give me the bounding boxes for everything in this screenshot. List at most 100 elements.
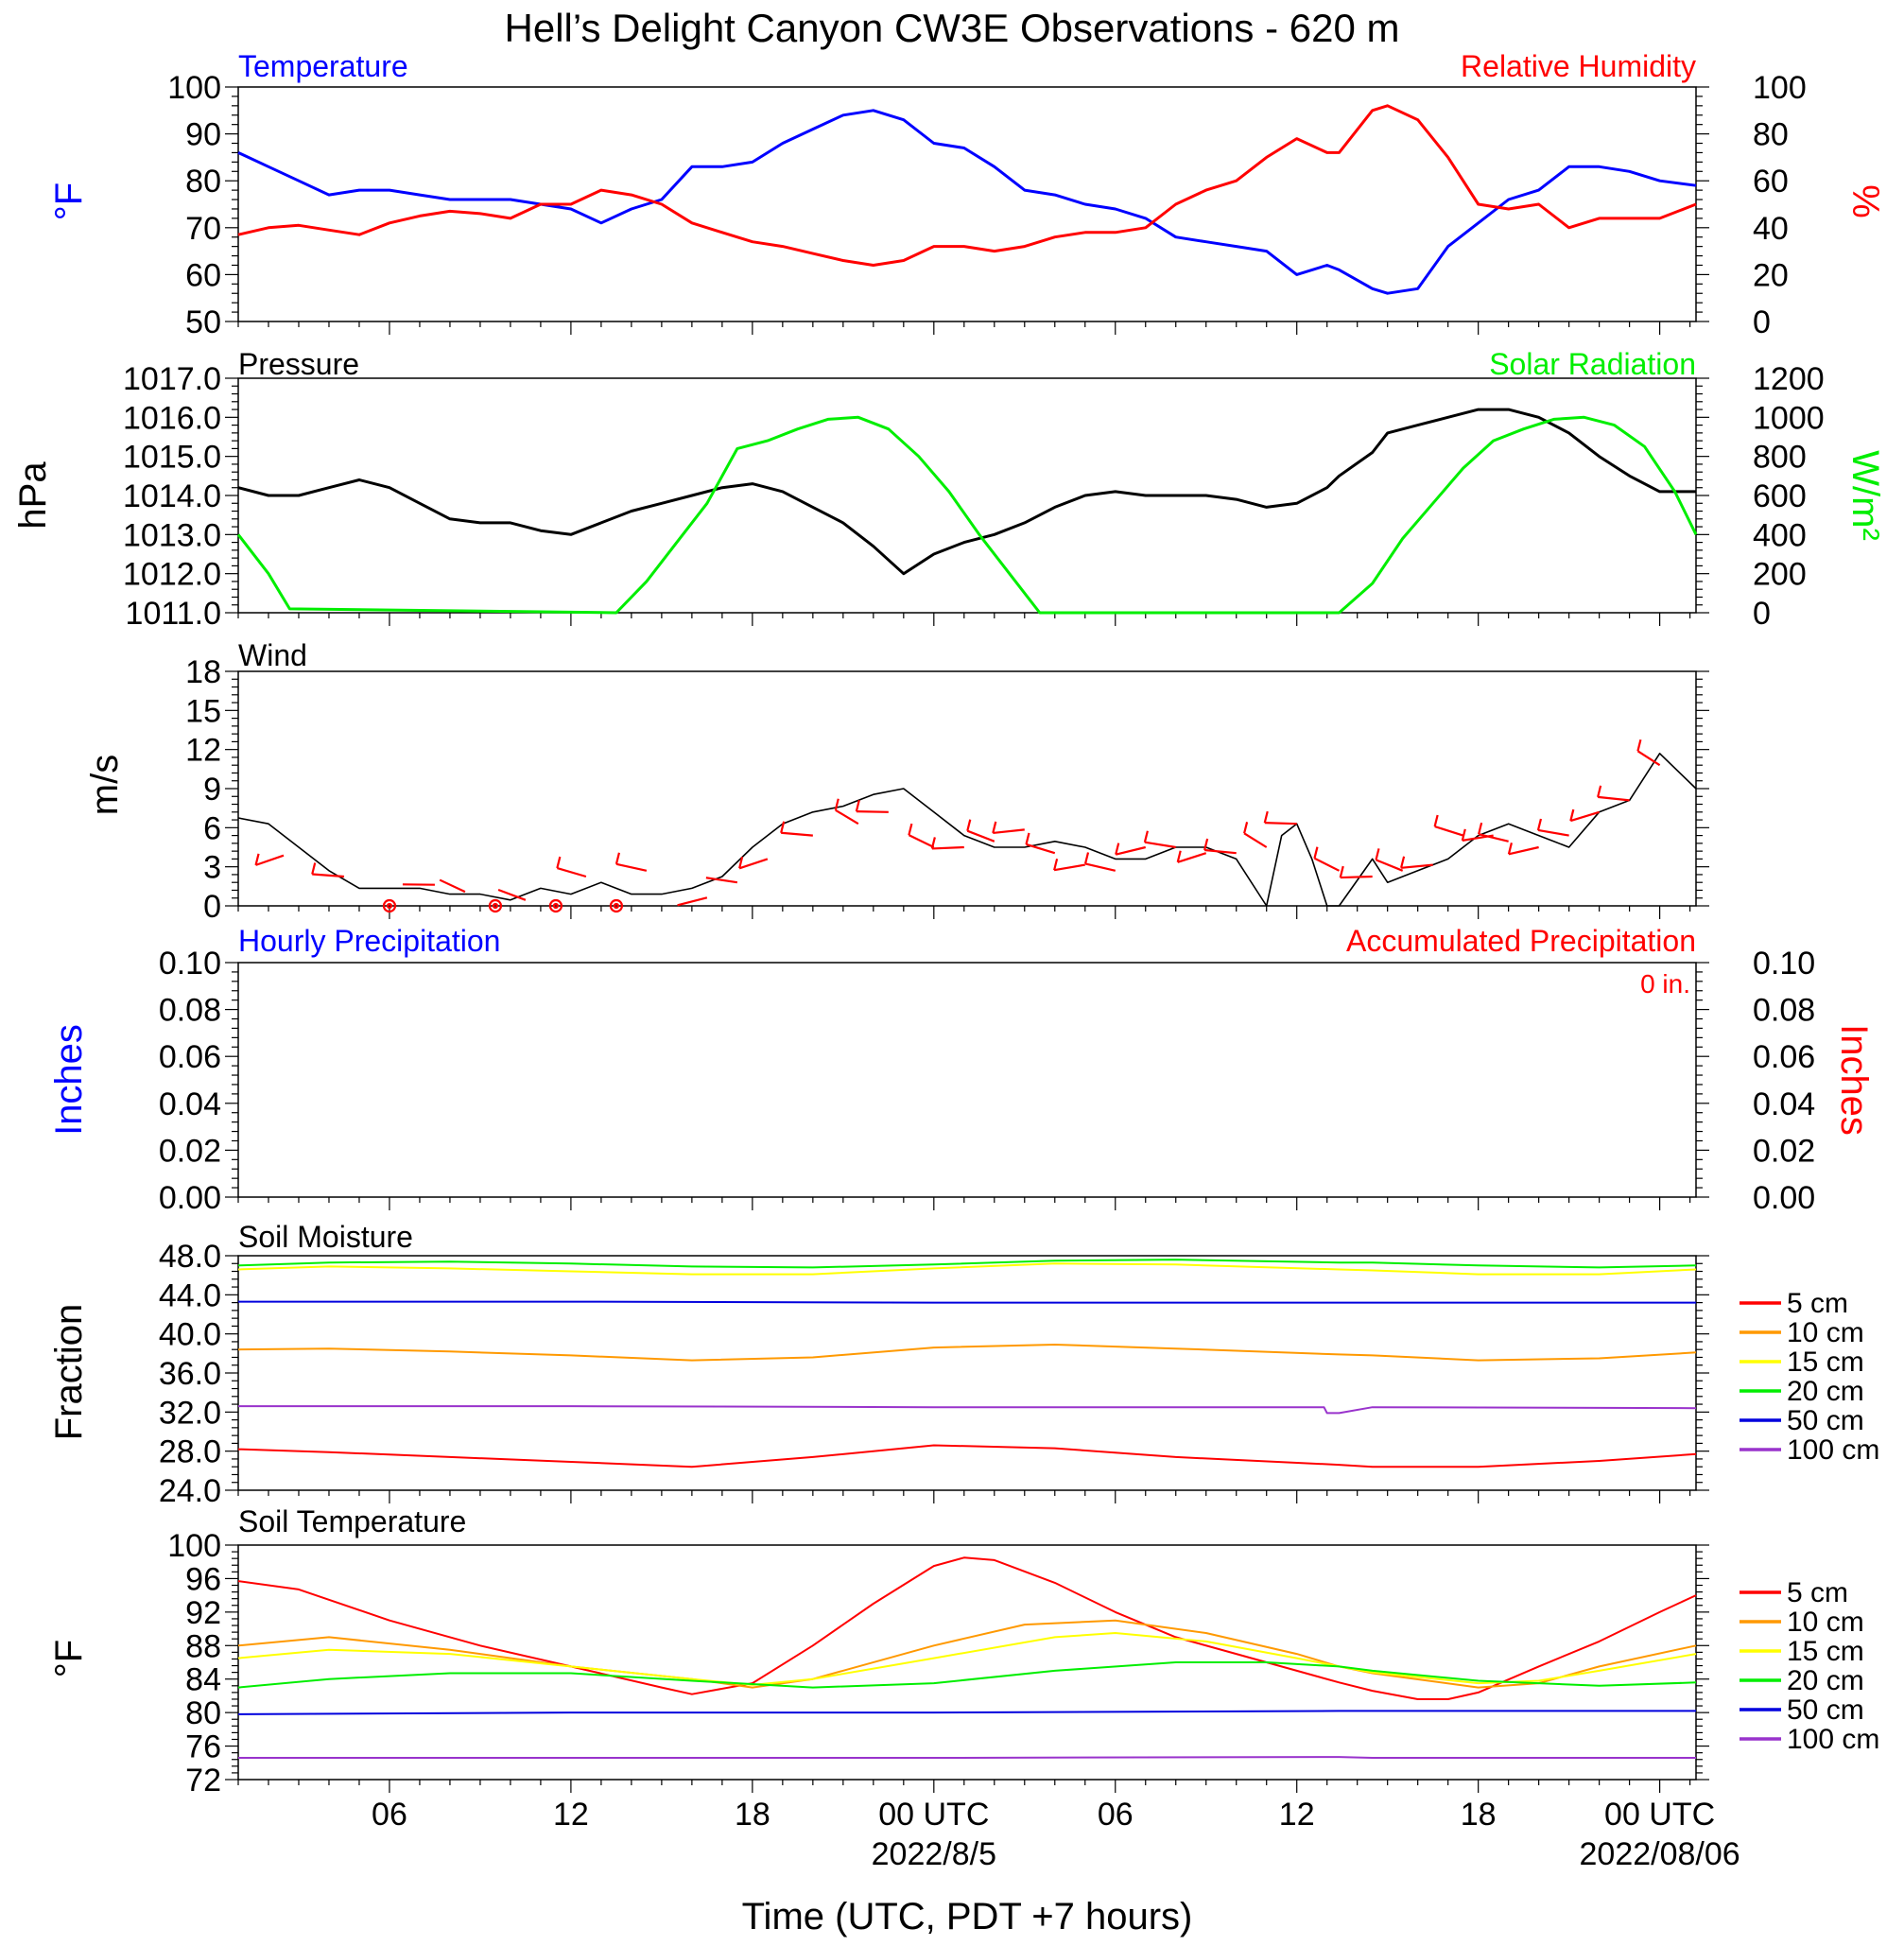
wind-barb (1537, 828, 1569, 837)
x-tick-label: 18 (735, 1797, 770, 1833)
wind-barb-flag (1143, 830, 1149, 843)
wind-barb-flag (738, 857, 744, 869)
pressure-ylabel: hPa (12, 461, 54, 530)
plot-frame (237, 377, 1697, 614)
x-tick-label: 00 UTC (878, 1797, 989, 1833)
wind-barb-flag (966, 819, 972, 831)
wind-plot (225, 670, 1709, 919)
wind-barb (993, 828, 1025, 835)
plot-frame (237, 670, 1697, 907)
wind-barb-flag (1053, 858, 1059, 871)
wind-ylabel: m/s (84, 755, 126, 815)
calm-circle (382, 898, 397, 913)
rh-ylabel: % (1844, 184, 1886, 218)
wind-barb (1204, 848, 1237, 855)
legend-label: 10 cm (1787, 1317, 1864, 1348)
y-tick-label: 0.06 (159, 1039, 221, 1075)
x-tick-label: 12 (553, 1797, 589, 1833)
temp-rh-plot (225, 86, 1709, 335)
y-tick-label: 96 (185, 1561, 221, 1597)
y-tick-label: 1016.0 (123, 400, 221, 436)
y-tick-label: 200 (1753, 557, 1807, 593)
y-tick-label: 0.10 (1753, 946, 1815, 982)
wind-barb (677, 896, 708, 907)
y-tick-label: 40.0 (159, 1317, 221, 1353)
wind-barb (1636, 750, 1661, 767)
wind-barb (781, 831, 813, 837)
axis-ticks (225, 1544, 1709, 1793)
y-tick-label: 44.0 (159, 1277, 221, 1313)
temp-tick-labels: 100 90 80 70 60 50 (167, 70, 221, 340)
accum-precip-total: 0 in. (1640, 969, 1690, 999)
series-line-20-cm (237, 1259, 1697, 1269)
legend-label: 15 cm (1787, 1347, 1864, 1378)
wind-barb (439, 878, 466, 894)
wind-barb-flag (908, 823, 913, 836)
series-line-15-cm (237, 1262, 1697, 1276)
soil-temp-title: Soil Temperature (238, 1504, 466, 1538)
wind-barb (1570, 810, 1600, 823)
wind-barb-flag (1115, 843, 1120, 855)
pressure-title: Pressure (238, 347, 359, 381)
wind-barb (1144, 841, 1176, 849)
y-tick-label: 28.0 (159, 1434, 221, 1470)
wind-barb-flag (1636, 739, 1642, 752)
y-tick-label: 3 (203, 850, 221, 886)
y-tick-label: 20 (1753, 257, 1789, 293)
wind-barb-flag (1263, 810, 1269, 824)
legend-label: 15 cm (1787, 1636, 1864, 1667)
y-tick-label: 0.02 (159, 1133, 221, 1169)
wind-barb-flag (1478, 822, 1483, 835)
y-tick-label: 0.10 (159, 946, 221, 982)
rh-tick-labels: 100 80 60 40 20 0 (1753, 70, 1807, 340)
wind-barb (908, 834, 935, 848)
y-tick-label: 1000 (1753, 400, 1825, 436)
series-line-pressure (237, 408, 1696, 576)
wind-barb-flag (1400, 856, 1406, 869)
soil-moisture-ylabel: Fraction (48, 1304, 90, 1441)
wind-barb (497, 888, 527, 901)
wind-barb-flag (1507, 843, 1513, 855)
wind-barb (615, 862, 648, 872)
series-line-100-cm (238, 1756, 1696, 1759)
hourly-precip-tick-labels: 0.10 0.08 0.06 0.04 0.02 0.00 (159, 946, 221, 1216)
plot-frame (237, 1544, 1697, 1781)
y-tick-label: 72 (185, 1763, 221, 1798)
y-tick-label: 0 (203, 889, 221, 925)
axis-ticks (225, 962, 1709, 1210)
precip-plot (225, 962, 1709, 1210)
y-tick-label: 0 (1753, 596, 1771, 632)
x-tick-label: 06 (372, 1797, 407, 1833)
wind-barb (705, 877, 738, 884)
y-tick-label: 32.0 (159, 1395, 221, 1431)
y-tick-label: 90 (185, 117, 221, 153)
wind-barb-flag (1461, 828, 1466, 842)
y-tick-label: 0.08 (159, 993, 221, 1029)
y-tick-label: 0 (1753, 304, 1771, 340)
wind-barb (1478, 833, 1509, 843)
wind-barb-flag (780, 821, 786, 834)
wind-barb-flag (1083, 852, 1090, 864)
y-tick-label: 400 (1753, 517, 1807, 553)
x-tick-date: 2022/08/06 (1580, 1836, 1740, 1872)
legend-label: 100 cm (1787, 1724, 1879, 1755)
calm-circle (548, 898, 563, 913)
wind-barb (856, 809, 889, 813)
y-tick-label: 9 (203, 772, 221, 808)
wind-barb-flag (311, 862, 317, 875)
accum-precip-title: Accumulated Precipitation (1346, 924, 1696, 958)
soil-moisture-title: Soil Moisture (238, 1220, 413, 1254)
y-tick-label: 1012.0 (123, 557, 221, 593)
hourly-precip-title: Hourly Precipitation (238, 924, 500, 958)
y-tick-label: 50 (185, 304, 221, 340)
y-tick-label: 0.06 (1753, 1039, 1815, 1075)
series-line-15-cm (237, 1632, 1697, 1686)
wind-barb-flag (1176, 850, 1182, 863)
x-tick-date: 2022/8/5 (872, 1836, 996, 1872)
y-tick-label: 12 (185, 733, 221, 769)
